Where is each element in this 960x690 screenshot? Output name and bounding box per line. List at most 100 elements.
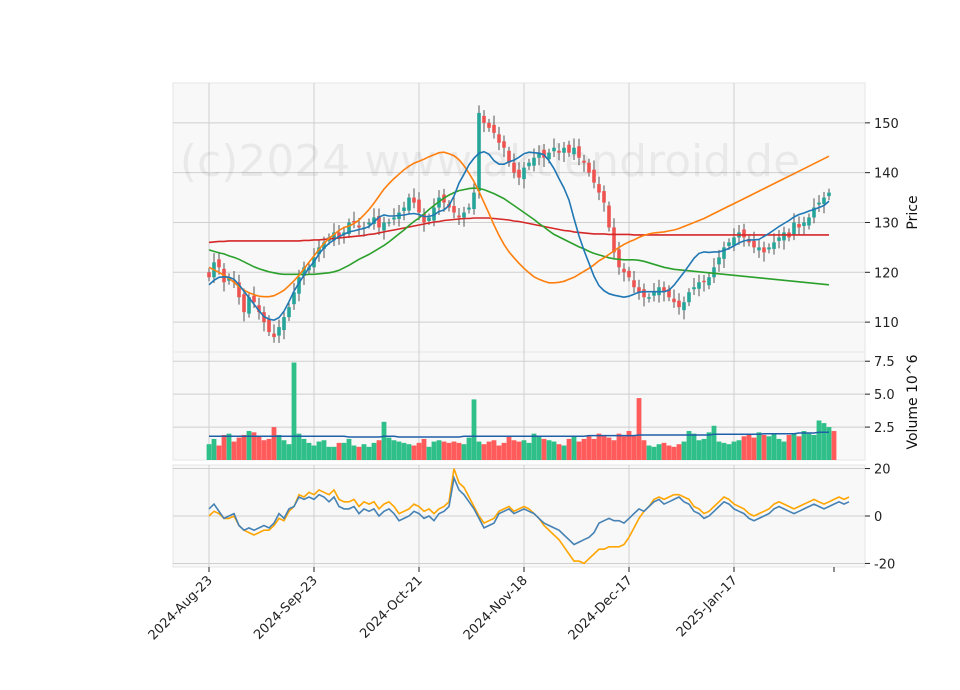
candle-body [542,149,546,158]
candle-body [617,249,621,268]
volume-bar [381,421,387,460]
candle-body [702,280,706,283]
candle-body [457,215,461,218]
volume-bar [266,438,272,460]
volume-bar [806,433,812,460]
candle-body [277,327,281,336]
volume-bar [411,445,417,460]
volume-bar [326,446,332,460]
price-tick-label: 140 [874,167,899,182]
volume-bar [416,442,422,460]
oscillator-line-2 [208,468,850,565]
volume-bar [551,441,557,460]
candle-body [242,294,246,313]
x-tick-label: 2024-Aug-23 [146,573,216,643]
volume-bar [696,440,702,460]
candle-body [732,237,736,246]
osc-tick-label: -20 [874,557,895,572]
candle-body [597,184,601,193]
volume-bar [541,438,547,460]
volume-bar [231,441,237,460]
volume-bar [741,436,747,460]
volume-bar [586,436,592,460]
candle-body [247,297,251,314]
price-axis-label: Price [905,195,921,229]
volume-bar [521,440,527,460]
candle-body [337,232,341,238]
volume-bar [816,420,822,460]
volume-bar [531,433,537,460]
candle-body [462,212,466,218]
candle-body [417,199,421,213]
candle-body [272,333,276,338]
volume-bar [786,434,792,460]
candle-body [607,205,611,228]
candle-body [647,297,651,299]
candle-body [777,237,781,241]
volume-bar [396,441,402,460]
volume-bar [796,436,802,460]
volume-bar [526,442,532,460]
volume-bar [591,438,597,460]
volume-bar [476,441,482,460]
volume-bar [561,445,567,460]
candle-body [282,317,286,331]
volume-bar [466,437,472,460]
volume-bar [316,441,322,460]
volume-bar [756,432,762,460]
candle-body [347,222,351,234]
volume-bar [631,434,637,460]
volume-bar [271,427,277,460]
candle-body [822,197,826,205]
volume-bar [351,445,357,460]
candle-body [707,277,711,286]
volume-bar [371,442,377,460]
candle-body [497,134,501,143]
volume-tick-label: 5.0 [874,388,895,403]
volume-bar [711,425,717,460]
volume-bar [661,442,667,460]
candle-body [612,227,616,253]
candle-body [757,247,761,251]
volume-bar [656,444,662,460]
candle-body [207,272,211,278]
candle-body [712,267,716,278]
volume-bar [281,440,287,460]
candle-body [217,259,221,268]
candle-body [682,302,686,311]
candle-body [357,225,361,228]
candle-body [477,112,481,192]
candle-body [297,277,301,294]
price-tick-label: 150 [874,117,899,132]
volume-bar [726,444,732,460]
candle-body [377,216,381,228]
volume-bar [736,440,742,460]
candle-body [237,282,241,298]
candle-body [632,280,636,288]
volume-axis-label: Volume 10^6 [905,354,921,449]
sma-mid-line [208,151,830,298]
candle-body [722,247,726,259]
volume-bar [241,434,247,460]
volume-bar [666,445,672,460]
volume-bar [691,433,697,460]
volume-bar [451,441,457,460]
candle-body [402,207,406,212]
volume-bar [811,434,817,460]
candle-body [577,146,581,158]
volume-bar [296,433,302,460]
volume-bar [471,399,477,460]
volume-bar [686,431,692,460]
candle-body [342,232,346,235]
volume-bar [206,444,212,460]
volume-bar [426,446,432,460]
volume-bar [831,431,837,460]
volume-bar [751,437,757,460]
candle-body [407,197,411,211]
candle-body [742,229,746,238]
candle-body [767,247,771,250]
candle-body [667,289,671,298]
volume-bar [576,441,582,460]
volume-bar [321,440,327,460]
